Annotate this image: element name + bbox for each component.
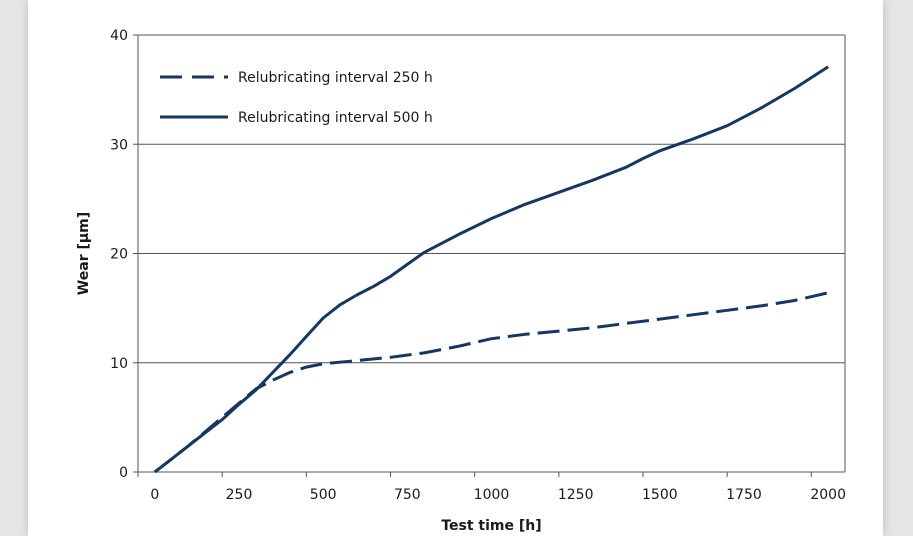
y-tick-label-40: 40 [110,28,128,44]
legend-label-1: Relubricating interval 250 h [238,70,433,86]
y-tick-label-20: 20 [110,247,128,263]
legend-label-2: Relubricating interval 500 h [238,110,433,126]
x-tick-label-1250: 1250 [558,487,594,503]
x-axis-title: Test time [h] [441,518,541,534]
series-line-1 [153,291,829,474]
y-tick-label-30: 30 [110,137,128,153]
legend: Relubricating interval 250 h Relubricatin… [160,70,433,126]
x-tick-label-1750: 1750 [726,487,762,503]
series-lines [153,65,830,474]
x-tick-label-0: 0 [150,487,159,503]
x-tick-label-500: 500 [310,487,337,503]
x-tick-label-2000: 2000 [810,487,846,503]
grid-lines [138,34,845,364]
x-tick-label-1500: 1500 [642,487,678,503]
series-line-2 [153,65,830,474]
chart-card: 0 10 20 30 40 0 250 500 750 1000 1250 1500 1750 2000 … [28,0,883,536]
x-tick-label-750: 750 [394,487,421,503]
y-axis-title: Wear [µm] [76,212,92,295]
x-tick-label-1000: 1000 [474,487,510,503]
tick-marks [133,34,812,477]
x-tick-label-250: 250 [226,487,253,503]
y-tick-label-10: 10 [110,356,128,372]
tick-labels: 0 10 20 30 40 0 250 500 750 1000 1250 1500 1750 2000 [110,28,846,503]
y-tick-label-0: 0 [119,465,128,481]
